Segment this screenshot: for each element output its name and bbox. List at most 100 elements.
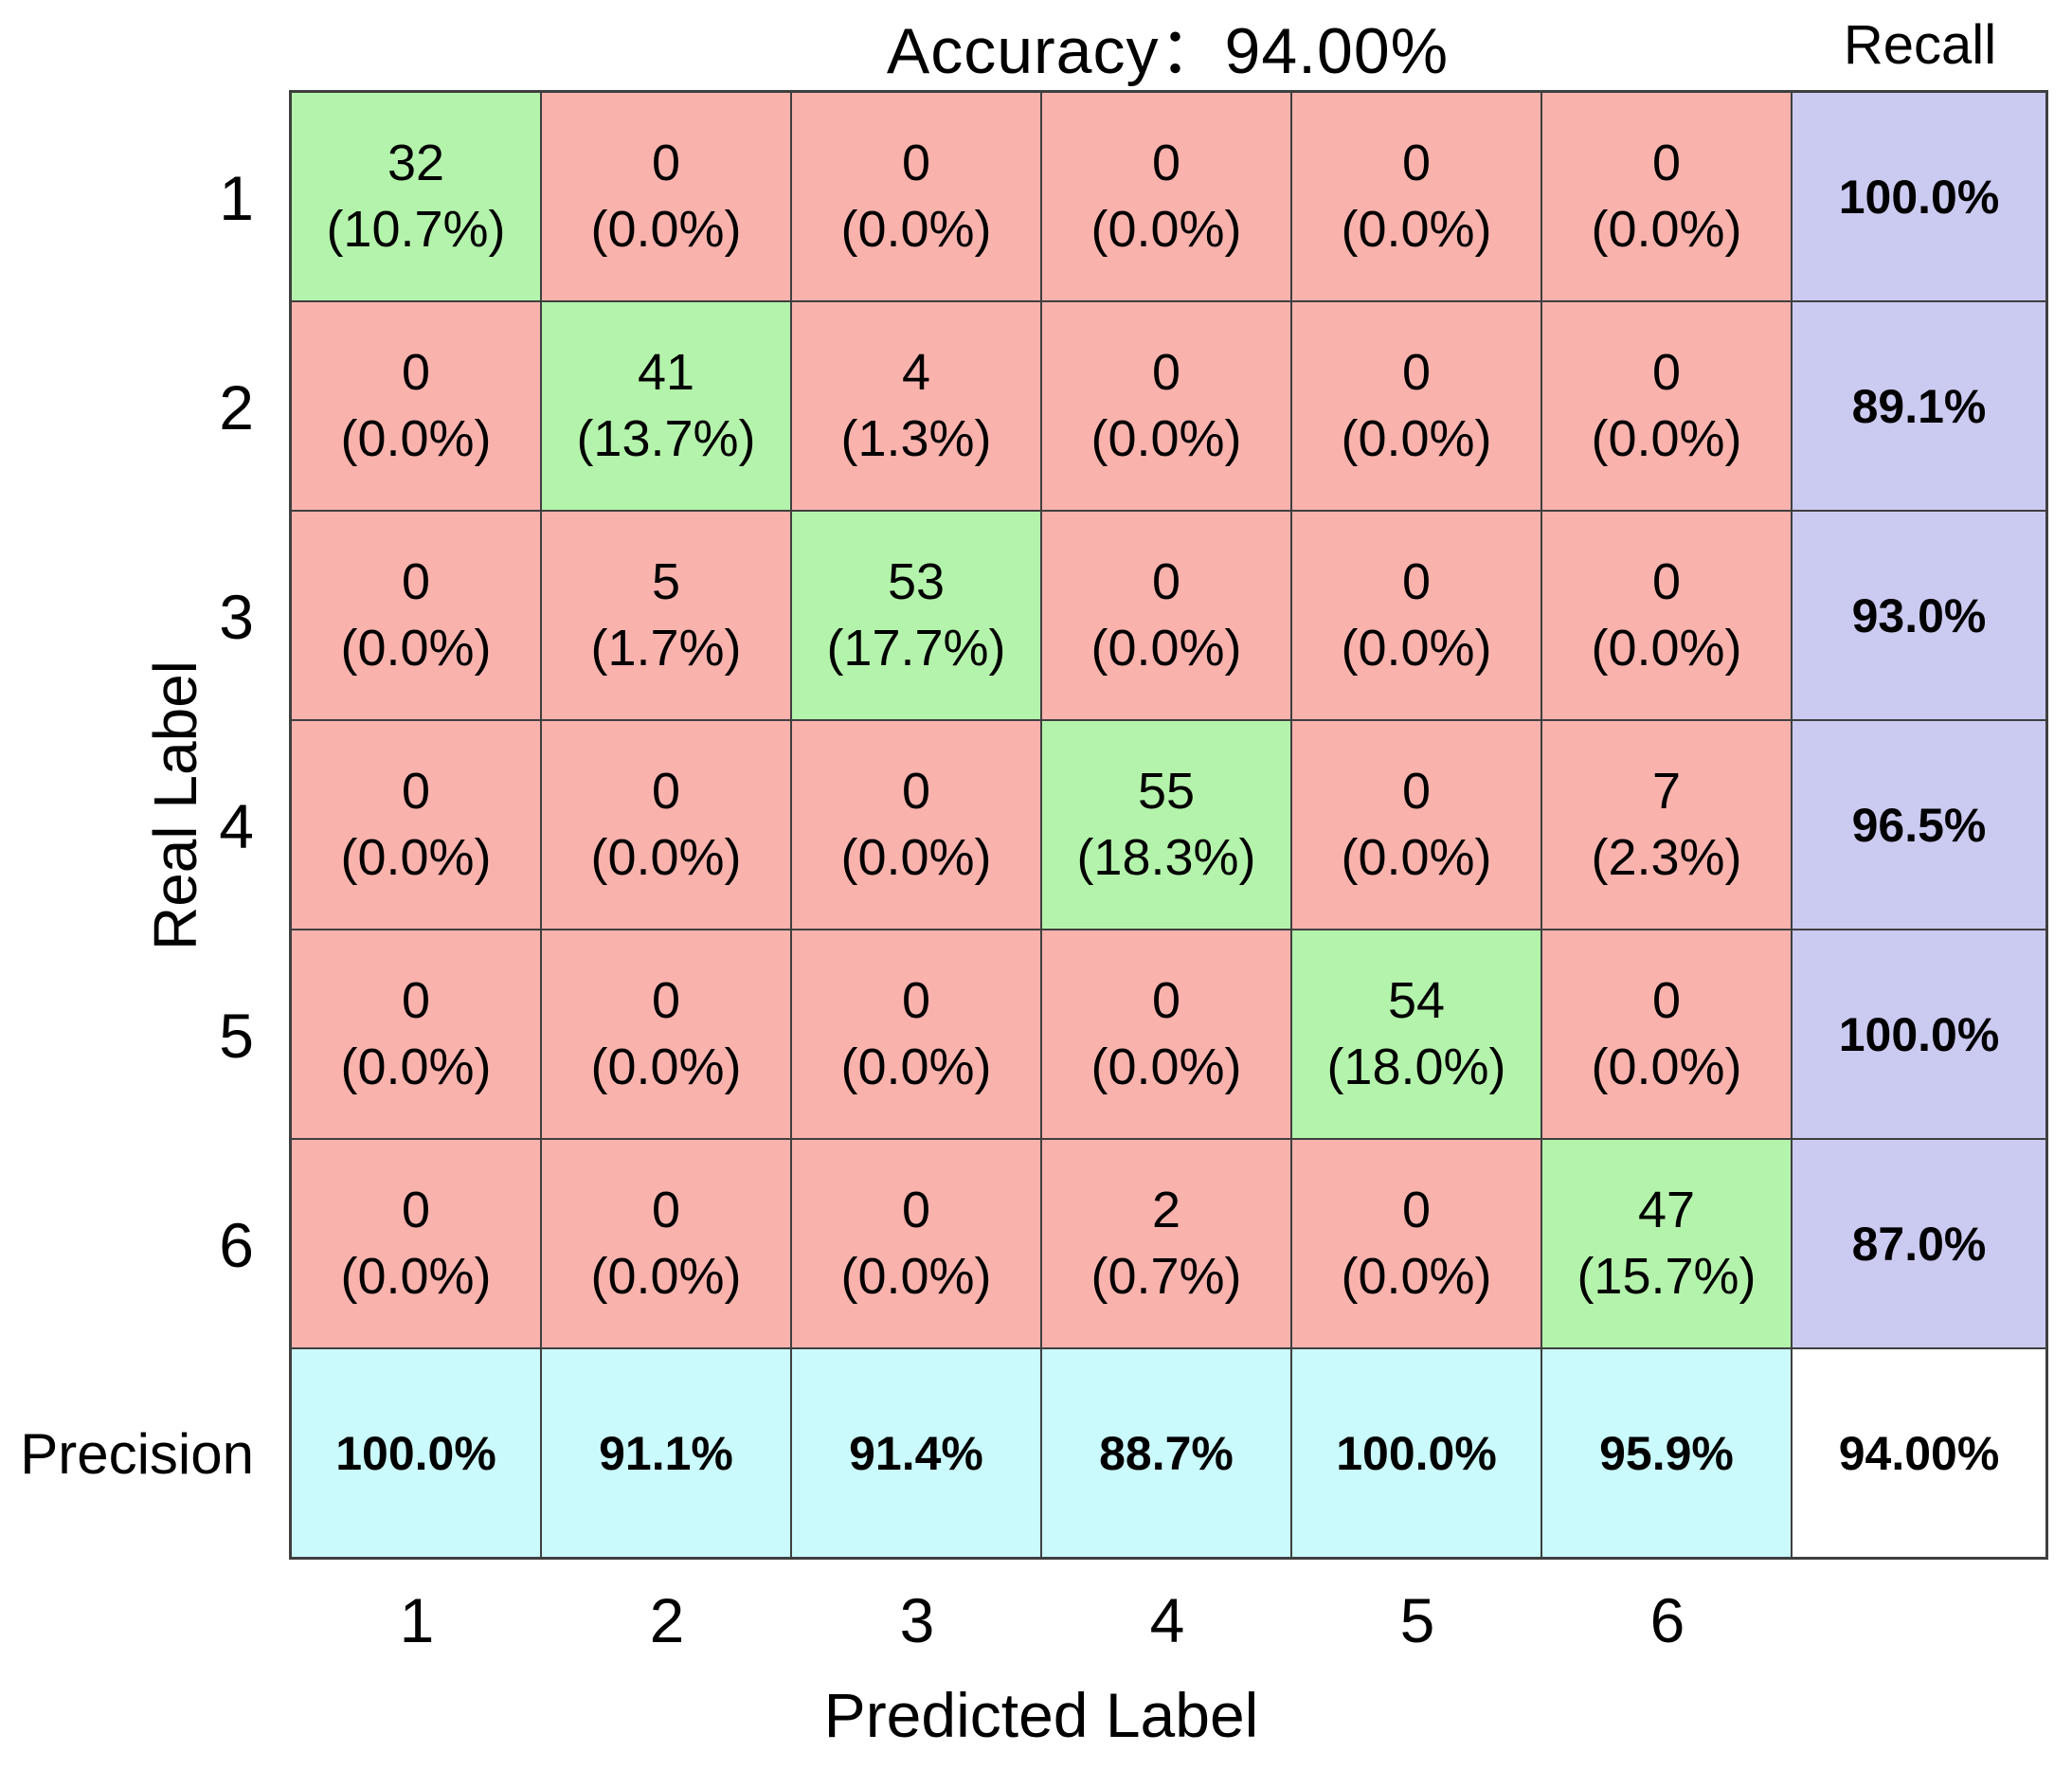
precision-cell: 95.9% <box>1542 1349 1791 1557</box>
matrix-cell: 0 (0.0%) <box>1542 93 1791 300</box>
matrix-cell: 0 (0.0%) <box>1542 302 1791 510</box>
cell-percent: (0.7%) <box>1090 1247 1242 1305</box>
col-label: 2 <box>649 1585 685 1655</box>
recall-cell: 100.0% <box>1793 93 2045 300</box>
matrix-cell: 0 (0.0%) <box>1292 93 1540 300</box>
cell-count: 0 <box>651 1182 681 1239</box>
cell-percent: (0.0%) <box>840 200 992 258</box>
recall-cell: 89.1% <box>1793 302 2045 510</box>
cell-percent: (0.0%) <box>340 828 492 886</box>
cell-percent: (0.0%) <box>1591 1038 1742 1095</box>
matrix-cell: 0 (0.0%) <box>1292 512 1540 719</box>
matrix-cell: 0 (0.0%) <box>792 721 1040 929</box>
overall-accuracy-cell: 94.00% <box>1793 1349 2045 1557</box>
matrix-cell: 0 (0.0%) <box>292 721 540 929</box>
cell-count: 54 <box>1387 972 1446 1030</box>
matrix-cell: 0 (0.0%) <box>1542 512 1791 719</box>
cell-count: 55 <box>1137 763 1196 821</box>
cell-percent: (0.0%) <box>1090 200 1242 258</box>
cell-count: 0 <box>1651 344 1682 402</box>
x-axis-label: Predicted Label <box>823 1680 1259 1750</box>
cell-percent: (0.0%) <box>1341 828 1492 886</box>
row-label: 6 <box>219 1209 254 1280</box>
cell-percent: (1.3%) <box>840 409 992 467</box>
matrix-cell: 0 (0.0%) <box>1292 302 1540 510</box>
matrix-cell: 0 (0.0%) <box>1292 721 1540 929</box>
precision-row-label: Precision <box>20 1422 254 1486</box>
cell-count: 0 <box>1151 135 1181 192</box>
cell-percent: (0.0%) <box>1591 619 1742 677</box>
cell-percent: (0.0%) <box>840 828 992 886</box>
cell-count: 0 <box>1401 1182 1432 1239</box>
matrix-cell: 32 (10.7%) <box>292 93 540 300</box>
cell-count: 0 <box>651 763 681 821</box>
col-label: 4 <box>1149 1585 1185 1655</box>
row-label: 4 <box>219 790 254 861</box>
recall-column-header: Recall <box>1843 13 1997 76</box>
col-label: 1 <box>399 1585 435 1655</box>
matrix-cell: 4 (1.3%) <box>792 302 1040 510</box>
cell-count: 0 <box>651 972 681 1030</box>
matrix-cell: 53 (17.7%) <box>792 512 1040 719</box>
cell-count: 0 <box>1151 553 1181 611</box>
cell-percent: (0.0%) <box>1341 409 1492 467</box>
cell-count: 0 <box>1401 135 1432 192</box>
matrix-cell: 55 (18.3%) <box>1042 721 1290 929</box>
cell-percent: (1.7%) <box>590 619 742 677</box>
cell-percent: (0.0%) <box>340 409 492 467</box>
matrix-cell: 47 (15.7%) <box>1542 1140 1791 1347</box>
cell-count: 0 <box>1151 972 1181 1030</box>
cell-count: 0 <box>1651 553 1682 611</box>
matrix-cell: 0 (0.0%) <box>292 930 540 1138</box>
cell-percent: (2.3%) <box>1591 828 1742 886</box>
cell-percent: (0.0%) <box>1090 1038 1242 1095</box>
matrix-cell: 41 (13.7%) <box>542 302 790 510</box>
matrix-cell: 0 (0.0%) <box>1042 930 1290 1138</box>
col-label: 5 <box>1399 1585 1435 1655</box>
matrix-cell: 0 (0.0%) <box>1042 512 1290 719</box>
cell-percent: (0.0%) <box>1591 409 1742 467</box>
matrix-grid: 32 (10.7%) 0 (0.0%) 0 (0.0%) 0 (0.0%) 0 (0.0%) 0 (0… <box>289 90 2048 1560</box>
cell-count: 0 <box>1401 553 1432 611</box>
cell-count: 53 <box>887 553 946 611</box>
cell-percent: (0.0%) <box>1341 200 1492 258</box>
cell-count: 0 <box>401 344 431 402</box>
recall-cell: 100.0% <box>1793 930 2045 1138</box>
cell-count: 0 <box>401 763 431 821</box>
cell-count: 41 <box>637 344 695 402</box>
cell-percent: (18.3%) <box>1076 828 1256 886</box>
precision-cell: 91.4% <box>792 1349 1040 1557</box>
cell-count: 0 <box>651 135 681 192</box>
matrix-cell: 0 (0.0%) <box>292 1140 540 1347</box>
row-label: 3 <box>219 581 254 652</box>
cell-percent: (0.0%) <box>1341 619 1492 677</box>
matrix-cell: 7 (2.3%) <box>1542 721 1791 929</box>
cell-count: 0 <box>1401 763 1432 821</box>
cell-percent: (0.0%) <box>340 1038 492 1095</box>
cell-count: 0 <box>901 135 931 192</box>
precision-cell: 100.0% <box>1292 1349 1540 1557</box>
cell-percent: (0.0%) <box>840 1038 992 1095</box>
chart-title: Accuracy：94.00% <box>886 14 1450 87</box>
cell-count: 0 <box>1651 972 1682 1030</box>
matrix-cell: 0 (0.0%) <box>542 1140 790 1347</box>
cell-percent: (0.0%) <box>1090 409 1242 467</box>
precision-cell: 88.7% <box>1042 1349 1290 1557</box>
matrix-cell: 0 (0.0%) <box>792 1140 1040 1347</box>
matrix-cell: 0 (0.0%) <box>292 302 540 510</box>
cell-percent: (10.7%) <box>326 200 506 258</box>
col-label: 3 <box>899 1585 935 1655</box>
cell-percent: (0.0%) <box>1341 1247 1492 1305</box>
row-label: 1 <box>219 162 254 233</box>
cell-count: 47 <box>1637 1182 1696 1239</box>
matrix-cell: 5 (1.7%) <box>542 512 790 719</box>
cell-count: 0 <box>401 972 431 1030</box>
col-label-row: 1 2 3 4 5 6 <box>292 1577 1793 1664</box>
cell-count: 7 <box>1651 763 1682 821</box>
cell-percent: (13.7%) <box>576 409 756 467</box>
cell-count: 4 <box>901 344 931 402</box>
cell-count: 5 <box>651 553 681 611</box>
cell-percent: (0.0%) <box>590 1247 742 1305</box>
matrix-cell: 0 (0.0%) <box>542 93 790 300</box>
